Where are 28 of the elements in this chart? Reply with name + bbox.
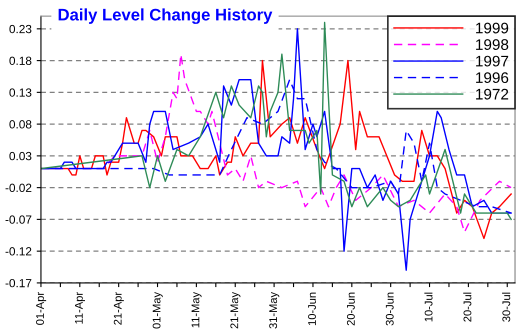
y-tick-label: 0.08 (9, 120, 32, 129)
y-tick-label: -0.02 (6, 184, 32, 192)
y-tick-label: -0.12 (6, 247, 32, 256)
x-tick-label: 30-Jul (502, 292, 510, 322)
legend-label: 1996 (476, 72, 508, 84)
x-tick-label: 01-May (152, 292, 163, 329)
x-tick-label: 10-Jul (424, 292, 433, 322)
legend-label: 1998 (476, 39, 508, 50)
y-tick-label: -0.07 (6, 215, 32, 224)
x-tick-label: 20-Jul (463, 292, 472, 322)
x-tick-label: 20-Jun (346, 292, 355, 326)
chart-title: Daily Level Change History (58, 8, 272, 24)
legend-label: 1999 (476, 22, 508, 34)
x-tick-label: 11-Apr (75, 292, 85, 324)
x-tick-label: 21-Apr (114, 292, 124, 325)
y-tick-label: 0.23 (9, 24, 32, 34)
x-tick-label: 01-Apr (36, 292, 46, 325)
x-tick-label: 30-Jun (386, 292, 394, 326)
y-tick-label: -0.17 (6, 278, 32, 288)
legend-label: 1972 (476, 88, 508, 100)
y-tick-label: 0.03 (9, 152, 32, 160)
y-tick-label: 0.18 (9, 56, 32, 65)
x-tick-label: 10-Jun (308, 292, 316, 326)
x-tick-label: 21-May (230, 292, 240, 328)
y-tick-label: 0.13 (9, 88, 32, 97)
legend-label: 1997 (476, 56, 508, 67)
x-tick-label: 11-May (192, 292, 202, 328)
x-tick-label: 31-May (269, 292, 280, 329)
